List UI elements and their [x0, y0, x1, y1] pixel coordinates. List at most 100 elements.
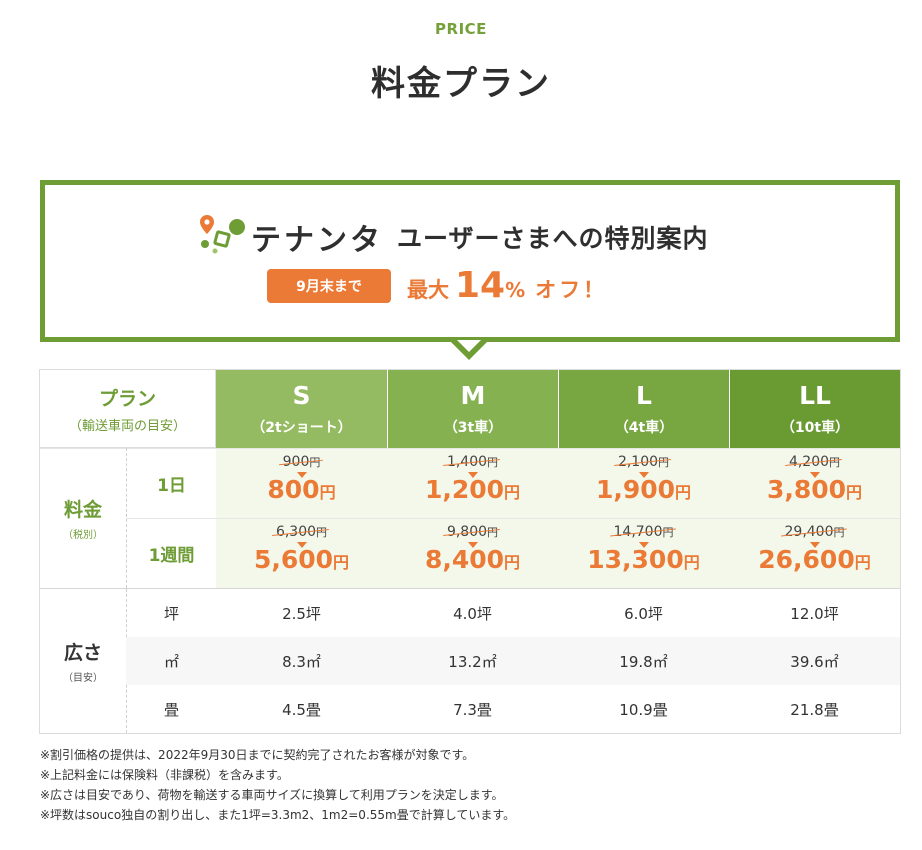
discounted-price: 1,900円 [596, 476, 691, 507]
yen-unit: 円 [504, 553, 521, 572]
group-divider [126, 448, 127, 588]
plan-header-label: プラン （輸送車両の目安） [40, 370, 216, 448]
yen-unit: 円 [662, 526, 674, 539]
original-price: 4,200円 [789, 454, 840, 471]
plan-truck: （2tショート） [251, 420, 352, 436]
original-price-value: 900 [282, 454, 310, 470]
yen-unit: 円 [487, 456, 499, 469]
discounted-price-value: 5,600 [253, 545, 334, 574]
yen-unit: 円 [658, 456, 670, 469]
discounted-price-value: 26,600 [758, 545, 855, 574]
space-cell: 2.5坪 [282, 604, 321, 623]
original-price: 9,800円 [447, 524, 498, 541]
note-item: ※広さは目安であり、荷物を輸送する車両サイズに換算して利用プランを決定します。 [40, 788, 504, 802]
price-row-background [216, 448, 900, 518]
price-group-sublabel: （税別） [63, 530, 103, 541]
yen-unit: 円 [675, 483, 692, 502]
down-arrow-icon [296, 472, 307, 478]
discounted-price: 5,600円 [254, 546, 349, 577]
space-cell: 6.0坪 [624, 604, 663, 623]
row-divider [40, 448, 900, 449]
space-group-title: 広さ [63, 642, 102, 664]
yen-unit: 円 [854, 553, 871, 572]
price-cell: 900円 800円 [216, 448, 387, 518]
plan-truck: （10t車） [780, 420, 850, 436]
banner-pointer [450, 340, 488, 360]
price-group-title: 料金 [63, 499, 102, 521]
plan-sublabel: （輸送車両の目安） [68, 418, 186, 434]
discounted-price-value: 3,800 [766, 475, 847, 504]
space-cell: 10.9畳 [619, 700, 668, 719]
yen-unit: 円 [487, 526, 499, 539]
discount-suffix: オフ！ [535, 278, 608, 302]
price-cell: 2,100円 1,900円 [558, 448, 729, 518]
original-price: 2,100円 [618, 454, 669, 471]
discounted-price-value: 800 [267, 475, 320, 504]
price-cell: 14,700円 13,300円 [558, 518, 729, 588]
original-price: 1,400円 [447, 454, 498, 471]
space-cell: 7.3畳 [453, 700, 492, 719]
plan-size: M [460, 381, 486, 410]
yen-unit: 円 [319, 483, 336, 502]
space-cell: 19.8㎡ [619, 652, 668, 671]
plan-column-header: LL （10t車） [729, 370, 900, 448]
plan-column-header: M （3t車） [387, 370, 558, 448]
space-unit-label: 畳 [163, 700, 179, 719]
plan-size: L [636, 381, 652, 410]
discount-value: 14 [455, 265, 506, 306]
plan-column-header: S （2tショート） [216, 370, 387, 448]
period-label: 1週間 [148, 545, 195, 566]
note-item: ※上記料金には保険料（非課税）を含みます。 [40, 768, 289, 782]
space-cell: 4.5畳 [282, 700, 321, 719]
section-eyebrow: PRICE [435, 20, 487, 38]
down-arrow-icon [467, 472, 478, 478]
original-price-value: 9,800 [446, 524, 488, 540]
original-price-value: 4,200 [788, 454, 830, 470]
down-arrow-icon [638, 542, 649, 548]
space-cell: 13.2㎡ [448, 652, 497, 671]
space-cell: 39.6㎡ [790, 652, 839, 671]
space-group-label: 広さ （目安） [40, 589, 126, 733]
down-arrow-icon [638, 472, 649, 478]
space-unit-label: 坪 [163, 604, 179, 623]
space-cell: 4.0坪 [453, 604, 492, 623]
space-cell: 8.3㎡ [282, 652, 321, 671]
yen-unit: 円 [829, 456, 841, 469]
original-price-value: 14,700 [613, 524, 663, 540]
yen-unit: 円 [683, 553, 700, 572]
space-cell: 21.8畳 [790, 700, 839, 719]
notes: ※割引価格の提供は、2022年9月30日までに契約完了されたお客様が対象です。 … [40, 745, 515, 825]
yen-unit: 円 [309, 456, 321, 469]
row-divider [40, 588, 900, 589]
discounted-price: 8,400円 [425, 546, 520, 577]
yen-unit: 円 [316, 526, 328, 539]
brand-name: テナンタ [251, 223, 383, 258]
note-item: ※割引価格の提供は、2022年9月30日までに契約完了されたお客様が対象です。 [40, 748, 475, 762]
yen-unit: 円 [833, 526, 845, 539]
original-price-value: 2,100 [617, 454, 659, 470]
page-title: 料金プラン [371, 64, 551, 104]
discounted-price-value: 1,200 [424, 475, 505, 504]
space-unit-label: ㎡ [163, 652, 179, 671]
yen-unit: 円 [333, 553, 350, 572]
discounted-price: 1,200円 [425, 476, 520, 507]
original-price: 6,300円 [276, 524, 327, 541]
plan-column-header: L （4t車） [558, 370, 729, 448]
space-group-sublabel: （目安） [63, 673, 103, 684]
yen-unit: 円 [846, 483, 863, 502]
original-price-value: 6,300 [275, 524, 317, 540]
plan-size: LL [799, 381, 831, 410]
discounted-price-value: 1,900 [595, 475, 676, 504]
discounted-price: 26,600円 [758, 546, 871, 577]
tenanta-logo-icon [200, 215, 245, 254]
down-arrow-icon [296, 542, 307, 548]
plan-label: プラン [98, 387, 156, 410]
space-cell: 12.0坪 [790, 604, 839, 623]
note-item: ※坪数はsouco独自の割り出し、また1坪=3.3m2、1m2=0.55m畳で計… [40, 808, 516, 822]
original-price: 29,400円 [785, 524, 845, 541]
yen-unit: 円 [504, 483, 521, 502]
pricing-table: プラン （輸送車両の目安） S （2tショート） M （3t車） L （4t車） LL （10… [39, 369, 901, 734]
price-cell: 6,300円 5,600円 [216, 518, 387, 588]
original-price: 14,700円 [614, 524, 674, 541]
price-group-label: 料金 （税別） [40, 448, 126, 588]
